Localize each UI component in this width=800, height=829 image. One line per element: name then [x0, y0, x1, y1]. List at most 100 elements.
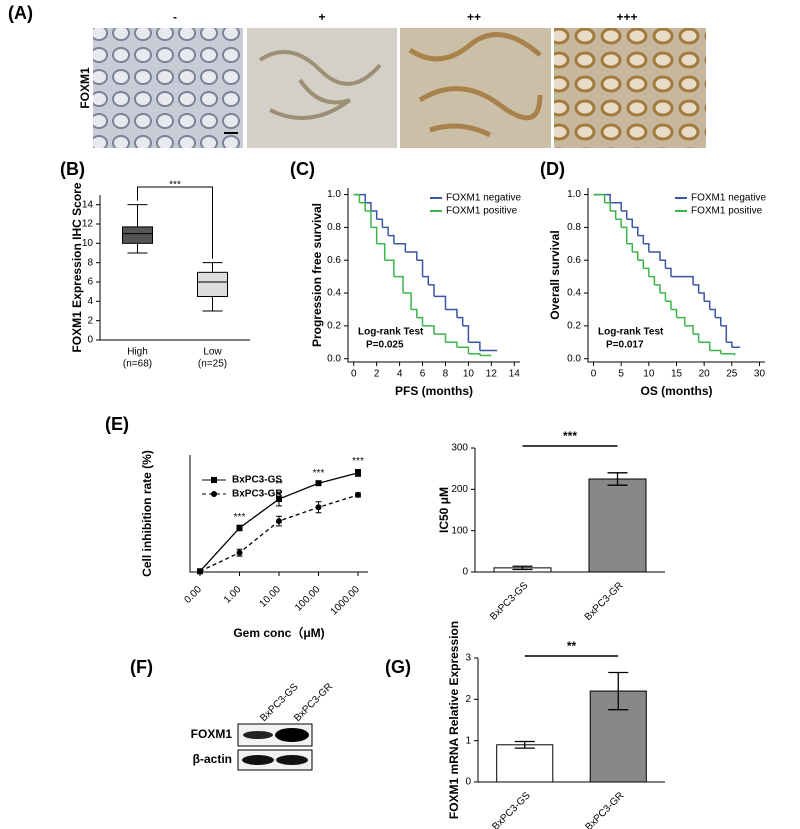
- x-tick-label: BxPC3-GR: [583, 580, 626, 623]
- legend-label: BxPC3-GR: [232, 489, 283, 500]
- marker: [355, 469, 361, 476]
- km-step: [411, 308, 418, 318]
- km-step: [434, 333, 447, 343]
- x-tick-label: 20: [699, 369, 711, 380]
- marker: [315, 480, 322, 487]
- significance: **: [567, 639, 577, 653]
- x-axis-title: OS (months): [641, 384, 713, 398]
- significance: ***: [563, 429, 577, 443]
- legend-label: BxPC3-GS: [232, 475, 282, 486]
- significance: ***: [169, 180, 181, 191]
- y-tick-label: 8: [87, 257, 93, 268]
- x-tick-label: Low: [203, 347, 222, 358]
- x-tick-label: High: [127, 347, 148, 358]
- km-step: [693, 284, 700, 294]
- km-step: [648, 275, 656, 285]
- x-tick-label: 25: [726, 369, 738, 380]
- km-step: [720, 325, 728, 343]
- km-step: [462, 325, 470, 343]
- row-label: β-actin: [193, 752, 232, 766]
- km-step: [626, 218, 633, 228]
- y-tick-label: 0: [87, 335, 93, 346]
- km-step: [643, 243, 650, 253]
- blot-band: [276, 755, 308, 765]
- km-step: [693, 333, 700, 343]
- km-step: [626, 243, 633, 253]
- annotation: Log-rank Test: [598, 327, 664, 338]
- km-step: [610, 210, 617, 220]
- km-step: [615, 218, 622, 228]
- y-tick-label: 0.0: [327, 353, 341, 364]
- x-tick-label: 10: [463, 369, 475, 380]
- km-step: [698, 292, 705, 302]
- km-step: [422, 275, 430, 285]
- km-step: [659, 292, 667, 302]
- x-tick-label: 8: [443, 369, 449, 380]
- column-label: ++: [467, 10, 481, 24]
- km-step: [720, 353, 736, 356]
- x-tick-label: 5: [618, 369, 624, 380]
- km-step: [384, 259, 395, 277]
- x-tick-label: 100.00: [293, 584, 323, 614]
- x-tick-label: 30: [754, 369, 766, 380]
- x-tick-label: 1000.00: [329, 584, 363, 618]
- legend-label: FOXM1 negative: [691, 193, 766, 204]
- y-axis-title: IC50 μM: [437, 487, 451, 533]
- legend-label: FOXM1 positive: [691, 206, 763, 217]
- km-step: [659, 259, 667, 269]
- panel-label: (F): [130, 657, 153, 677]
- axis: [99, 195, 250, 341]
- km-step: [434, 295, 447, 310]
- row-label: FOXM1: [191, 727, 233, 741]
- axis: [347, 188, 520, 363]
- box: [197, 271, 228, 298]
- km-step: [648, 251, 661, 261]
- x-tick-label: 1.00: [222, 584, 244, 606]
- y-axis-title: Progression free survival: [310, 203, 324, 347]
- y-tick-label: 100: [451, 525, 468, 536]
- x-tick-label: BxPC3-GR: [583, 790, 626, 829]
- y-tick-label: 2: [465, 694, 471, 705]
- marker: [276, 496, 282, 503]
- error-bar: [607, 472, 628, 486]
- error-bar: [514, 740, 535, 749]
- x-axis-title: Gem conc（μM): [233, 625, 324, 640]
- y-tick-label: 1.0: [327, 189, 341, 200]
- km-step: [637, 234, 645, 244]
- blot-band: [242, 755, 274, 765]
- km-step: [353, 193, 361, 203]
- column-label: -: [173, 10, 177, 24]
- x-tick-label: 14: [509, 369, 521, 380]
- blot-band: [275, 728, 309, 742]
- km-step: [388, 234, 395, 244]
- y-tick-label: 1: [465, 735, 471, 746]
- bar: [588, 478, 647, 573]
- error-bar: [512, 565, 533, 571]
- km-step: [359, 202, 366, 211]
- bar: [496, 744, 554, 783]
- km-step: [428, 284, 435, 297]
- panel-label: (C): [290, 159, 315, 179]
- y-tick-label: 1.0: [567, 189, 581, 200]
- panel-label: (A): [8, 3, 33, 23]
- axis: [189, 455, 368, 573]
- significance: ***: [313, 468, 325, 479]
- y-tick-label: 300: [451, 443, 468, 454]
- km-step: [365, 202, 372, 211]
- significance: **: [275, 479, 283, 490]
- km-step: [422, 325, 435, 335]
- km-step: [393, 275, 404, 294]
- km-step: [709, 308, 716, 318]
- y-tick-label: 3: [465, 653, 471, 664]
- significance: ***: [234, 512, 246, 523]
- annotation: P=0.025: [366, 340, 404, 351]
- x-tick-label: BxPC3-GS: [488, 580, 531, 623]
- x-tick-label: 12: [486, 369, 498, 380]
- x-tick-label: 0.00: [182, 584, 204, 606]
- row-label: FOXM1: [78, 67, 92, 109]
- km-step: [621, 210, 628, 220]
- km-step: [670, 308, 678, 318]
- blot-frame: [237, 749, 313, 771]
- legend-label: FOXM1 positive: [446, 206, 518, 217]
